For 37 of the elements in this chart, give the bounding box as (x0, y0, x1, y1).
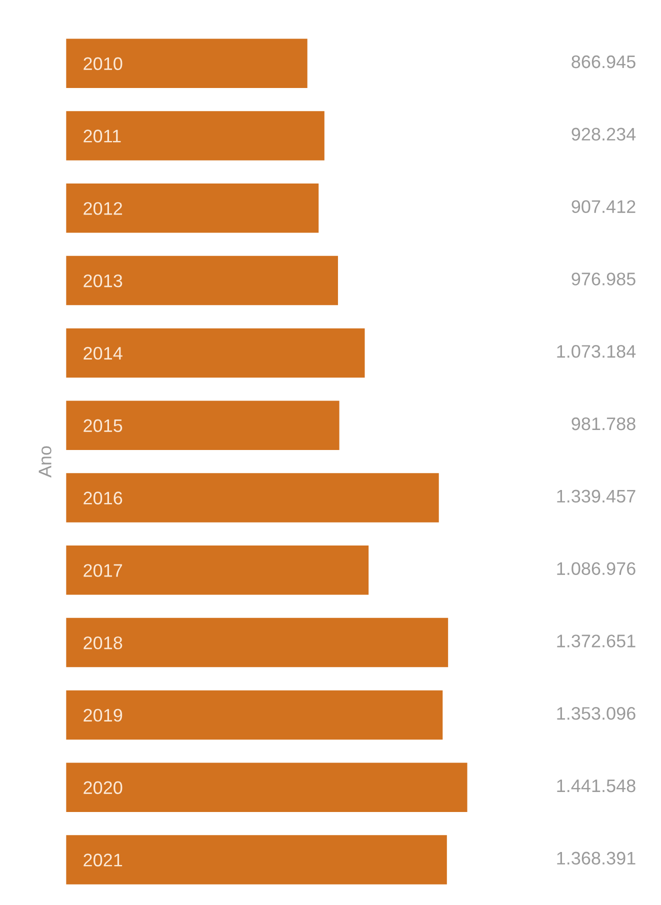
y-tick-label: 2020 (84, 781, 122, 794)
y-tick-label: 2017 (84, 564, 122, 577)
data-label: 1.086.976 (557, 562, 636, 575)
bar (66, 618, 448, 668)
bar (66, 400, 340, 450)
data-label: 981.788 (572, 417, 636, 430)
bar (66, 835, 447, 884)
data-label: 1.441.548 (557, 779, 636, 792)
data-label: 907.412 (572, 200, 636, 213)
y-tick-label: 2011 (84, 130, 121, 142)
data-label: 976.985 (572, 272, 636, 286)
y-tick-label: 2010 (84, 57, 122, 70)
y-tick-label: 2013 (84, 274, 122, 288)
data-label: 1.372.651 (557, 634, 636, 648)
data-label: 928.234 (572, 128, 636, 141)
bar (66, 690, 443, 740)
y-tick-label: 2012 (84, 202, 122, 215)
bar (66, 184, 319, 233)
y-tick-label: 2015 (84, 419, 122, 432)
bar (66, 762, 468, 812)
y-tick-label: 2019 (84, 708, 122, 722)
data-label: 866.945 (572, 55, 636, 68)
y-tick-label: 2014 (84, 346, 122, 360)
data-label: 1.368.391 (557, 852, 636, 865)
y-tick-label: 2016 (84, 492, 122, 504)
bar (66, 111, 324, 160)
data-label: 1.073.184 (557, 345, 636, 358)
bar (66, 473, 439, 522)
y-axis-title: Ano (38, 446, 52, 478)
bar (66, 256, 338, 306)
data-label: 1.339.457 (557, 490, 636, 503)
y-tick-label: 2018 (84, 636, 122, 650)
bar (66, 38, 308, 88)
bar (66, 546, 369, 595)
y-tick-label: 2021 (84, 854, 122, 866)
data-label: 1.353.096 (557, 707, 636, 720)
bar (66, 328, 365, 378)
